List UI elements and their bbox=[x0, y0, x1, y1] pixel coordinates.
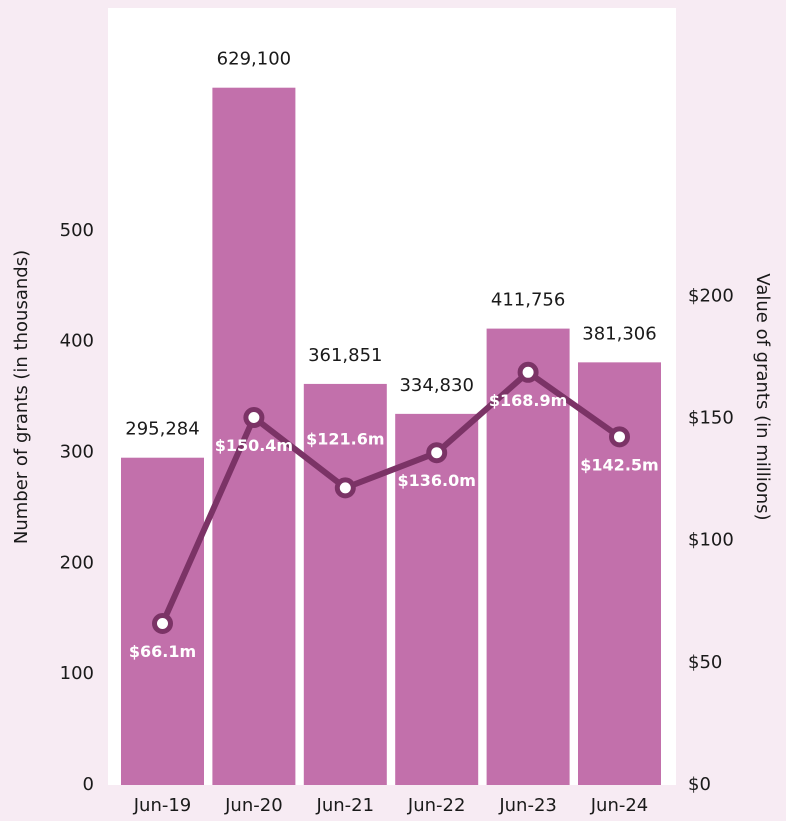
y-tick-label: 300 bbox=[60, 441, 94, 462]
line-point bbox=[152, 612, 173, 634]
line-value-label: $121.6m bbox=[306, 429, 384, 448]
bar bbox=[486, 328, 570, 785]
line-point bbox=[334, 477, 356, 499]
x-tick-label: Jun-23 bbox=[498, 795, 557, 816]
bar-value-label: 295,284 bbox=[125, 419, 199, 440]
line-value-label: $66.1m bbox=[129, 642, 196, 661]
y2-tick-label: $200 bbox=[688, 285, 734, 306]
y2-axis-label: Value of grants (in millions) bbox=[752, 273, 773, 520]
line-value-label: $150.4m bbox=[215, 436, 293, 455]
line-point bbox=[426, 442, 448, 464]
y2-tick-label: $150 bbox=[688, 407, 734, 428]
y-tick-label: 100 bbox=[60, 663, 94, 684]
x-tick-label: Jun-20 bbox=[224, 795, 283, 816]
x-tick-label: Jun-24 bbox=[590, 795, 649, 816]
y-tick-label: 0 bbox=[83, 774, 94, 795]
y-tick-label: 500 bbox=[60, 220, 94, 241]
line-value-label: $142.5m bbox=[580, 455, 658, 474]
line-point bbox=[243, 407, 265, 429]
x-tick-label: Jun-21 bbox=[316, 795, 375, 816]
x-tick-label: Jun-19 bbox=[133, 795, 192, 816]
line bbox=[159, 369, 622, 625]
line-point bbox=[609, 426, 630, 448]
bar-value-label: 411,756 bbox=[491, 290, 565, 311]
y2-tick-label: $50 bbox=[688, 652, 722, 673]
x-tick-label: Jun-22 bbox=[407, 795, 466, 816]
bar-value-label: 629,100 bbox=[217, 49, 291, 70]
y-tick-label: 400 bbox=[60, 331, 94, 352]
bar-value-label: 334,830 bbox=[399, 375, 473, 396]
bar bbox=[578, 362, 661, 785]
bar-value-label: 381,306 bbox=[582, 323, 656, 344]
bar bbox=[395, 413, 479, 785]
y-tick-label: 200 bbox=[60, 552, 94, 573]
bar-value-label: 361,851 bbox=[308, 345, 382, 366]
y2-tick-label: $100 bbox=[688, 530, 734, 551]
y-axis-label: Number of grants (in thousands) bbox=[11, 250, 32, 544]
y2-tick-label: $0 bbox=[688, 774, 711, 795]
line-point bbox=[517, 361, 539, 383]
line-value-label: $168.9m bbox=[489, 391, 567, 410]
line-value-label: $136.0m bbox=[397, 471, 475, 490]
bar bbox=[303, 383, 387, 785]
